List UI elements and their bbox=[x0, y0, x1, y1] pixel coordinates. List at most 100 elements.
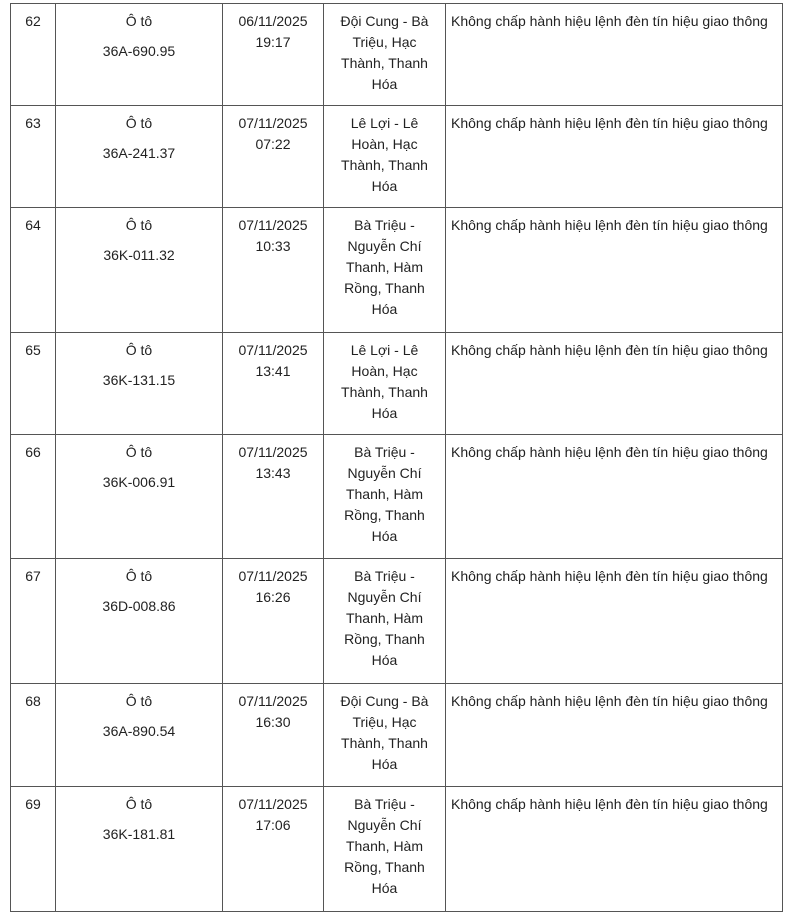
cell-vehicle: Ô tô 36D-008.86 bbox=[55, 558, 223, 684]
cell-number: 66 bbox=[10, 434, 56, 559]
cell-location: Lê Lợi - Lê Hoàn, Hạc Thành, Thanh Hóa bbox=[323, 332, 446, 435]
license-plate: 36A-241.37 bbox=[102, 145, 176, 161]
cell-time: 07/11/2025 07:22 bbox=[222, 105, 324, 208]
date: 07/11/2025 bbox=[238, 444, 308, 460]
table-row: 68 Ô tô 36A-890.54 07/11/2025 16:30 Đội Cung … bbox=[10, 683, 783, 787]
table-body: 62 Ô tô 36A-690.95 06/11/2025 19:17 Đội Cung … bbox=[10, 3, 783, 912]
table-row: 65 Ô tô 36K-131.15 07/11/2025 13:41 Lê Lợi - … bbox=[10, 332, 783, 435]
violation: Không chấp hành hiệu lệnh đèn tín hiệu g… bbox=[451, 13, 768, 29]
cell-number: 69 bbox=[10, 786, 56, 912]
cell-location: Bà Triệu - Nguyễn Chí Thanh, Hàm Rồng, T… bbox=[323, 434, 446, 559]
table-row: 63 Ô tô 36A-241.37 07/11/2025 07:22 Lê Lợi - … bbox=[10, 105, 783, 208]
cell-vehicle: Ô tô 36A-890.54 bbox=[55, 683, 223, 787]
cell-violation: Không chấp hành hiệu lệnh đèn tín hiệu g… bbox=[445, 332, 783, 435]
row-number: 65 bbox=[25, 342, 41, 358]
violations-table: 62 Ô tô 36A-690.95 06/11/2025 19:17 Đội Cung … bbox=[10, 3, 783, 912]
location: Bà Triệu - Nguyễn Chí Thanh, Hàm Rồng, T… bbox=[344, 796, 425, 896]
vehicle-type: Ô tô bbox=[125, 796, 153, 812]
vehicle-type: Ô tô bbox=[125, 444, 153, 460]
cell-location: Đội Cung - Bà Triệu, Hạc Thành, Thanh Hó… bbox=[323, 3, 446, 106]
license-plate: 36A-890.54 bbox=[102, 723, 176, 739]
cell-time: 07/11/2025 16:26 bbox=[222, 558, 324, 684]
date: 06/11/2025 bbox=[238, 13, 308, 29]
license-plate: 36K-131.15 bbox=[102, 372, 176, 388]
cell-violation: Không chấp hành hiệu lệnh đèn tín hiệu g… bbox=[445, 207, 783, 333]
cell-number: 64 bbox=[10, 207, 56, 333]
location: Đội Cung - Bà Triệu, Hạc Thành, Thanh Hó… bbox=[340, 693, 429, 772]
row-number: 66 bbox=[25, 444, 41, 460]
vehicle-type: Ô tô bbox=[125, 115, 153, 131]
row-number: 62 bbox=[25, 13, 41, 29]
cell-vehicle: Ô tô 36K-131.15 bbox=[55, 332, 223, 435]
cell-time: 07/11/2025 13:41 bbox=[222, 332, 324, 435]
time: 19:17 bbox=[255, 34, 291, 50]
location: Lê Lợi - Lê Hoàn, Hạc Thành, Thanh Hóa bbox=[341, 342, 428, 421]
cell-location: Lê Lợi - Lê Hoàn, Hạc Thành, Thanh Hóa bbox=[323, 105, 446, 208]
time: 07:22 bbox=[255, 136, 291, 152]
cell-time: 07/11/2025 10:33 bbox=[222, 207, 324, 333]
location: Đội Cung - Bà Triệu, Hạc Thành, Thanh Hó… bbox=[340, 13, 429, 92]
cell-location: Đội Cung - Bà Triệu, Hạc Thành, Thanh Hó… bbox=[323, 683, 446, 787]
violation: Không chấp hành hiệu lệnh đèn tín hiệu g… bbox=[451, 444, 768, 460]
cell-time: 07/11/2025 13:43 bbox=[222, 434, 324, 559]
cell-violation: Không chấp hành hiệu lệnh đèn tín hiệu g… bbox=[445, 558, 783, 684]
cell-location: Bà Triệu - Nguyễn Chí Thanh, Hàm Rồng, T… bbox=[323, 558, 446, 684]
violation: Không chấp hành hiệu lệnh đèn tín hiệu g… bbox=[451, 796, 768, 812]
vehicle-type: Ô tô bbox=[125, 693, 153, 709]
cell-time: 06/11/2025 19:17 bbox=[222, 3, 324, 106]
cell-vehicle: Ô tô 36A-690.95 bbox=[55, 3, 223, 106]
time: 13:41 bbox=[255, 363, 291, 379]
row-number: 68 bbox=[25, 693, 41, 709]
row-number: 63 bbox=[25, 115, 41, 131]
date: 07/11/2025 bbox=[238, 342, 308, 358]
date: 07/11/2025 bbox=[238, 115, 308, 131]
violation: Không chấp hành hiệu lệnh đèn tín hiệu g… bbox=[451, 568, 768, 584]
cell-number: 65 bbox=[10, 332, 56, 435]
vehicle-type: Ô tô bbox=[125, 568, 153, 584]
cell-violation: Không chấp hành hiệu lệnh đèn tín hiệu g… bbox=[445, 105, 783, 208]
violation: Không chấp hành hiệu lệnh đèn tín hiệu g… bbox=[451, 342, 768, 358]
table-row: 66 Ô tô 36K-006.91 07/11/2025 13:43 Bà Triệu … bbox=[10, 434, 783, 559]
cell-time: 07/11/2025 16:30 bbox=[222, 683, 324, 787]
time: 16:30 bbox=[255, 714, 291, 730]
cell-location: Bà Triệu - Nguyễn Chí Thanh, Hàm Rồng, T… bbox=[323, 207, 446, 333]
time: 13:43 bbox=[255, 465, 291, 481]
cell-vehicle: Ô tô 36K-011.32 bbox=[55, 207, 223, 333]
date: 07/11/2025 bbox=[238, 568, 308, 584]
time: 16:26 bbox=[255, 589, 291, 605]
violation: Không chấp hành hiệu lệnh đèn tín hiệu g… bbox=[451, 115, 768, 131]
row-number: 64 bbox=[25, 217, 41, 233]
license-plate: 36K-181.81 bbox=[102, 826, 176, 842]
cell-location: Bà Triệu - Nguyễn Chí Thanh, Hàm Rồng, T… bbox=[323, 786, 446, 912]
location: Bà Triệu - Nguyễn Chí Thanh, Hàm Rồng, T… bbox=[344, 568, 425, 668]
cell-number: 62 bbox=[10, 3, 56, 106]
date: 07/11/2025 bbox=[238, 693, 308, 709]
cell-number: 63 bbox=[10, 105, 56, 208]
license-plate: 36D-008.86 bbox=[102, 598, 176, 614]
license-plate: 36A-690.95 bbox=[102, 43, 176, 59]
date: 07/11/2025 bbox=[238, 217, 308, 233]
cell-violation: Không chấp hành hiệu lệnh đèn tín hiệu g… bbox=[445, 3, 783, 106]
row-number: 67 bbox=[25, 568, 41, 584]
table-row: 69 Ô tô 36K-181.81 07/11/2025 17:06 Bà Triệu … bbox=[10, 786, 783, 912]
cell-vehicle: Ô tô 36K-181.81 bbox=[55, 786, 223, 912]
cell-violation: Không chấp hành hiệu lệnh đèn tín hiệu g… bbox=[445, 683, 783, 787]
date: 07/11/2025 bbox=[238, 796, 308, 812]
license-plate: 36K-011.32 bbox=[103, 247, 175, 263]
license-plate: 36K-006.91 bbox=[102, 474, 176, 490]
cell-time: 07/11/2025 17:06 bbox=[222, 786, 324, 912]
vehicle-type: Ô tô bbox=[125, 217, 153, 233]
location: Lê Lợi - Lê Hoàn, Hạc Thành, Thanh Hóa bbox=[341, 115, 428, 194]
table-row: 64 Ô tô 36K-011.32 07/11/2025 10:33 Bà Triệu … bbox=[10, 207, 783, 333]
cell-vehicle: Ô tô 36K-006.91 bbox=[55, 434, 223, 559]
cell-vehicle: Ô tô 36A-241.37 bbox=[55, 105, 223, 208]
cell-number: 67 bbox=[10, 558, 56, 684]
vehicle-type: Ô tô bbox=[125, 342, 153, 358]
table-row: 62 Ô tô 36A-690.95 06/11/2025 19:17 Đội Cung … bbox=[10, 3, 783, 106]
time: 17:06 bbox=[255, 817, 291, 833]
time: 10:33 bbox=[255, 238, 291, 254]
cell-number: 68 bbox=[10, 683, 56, 787]
location: Bà Triệu - Nguyễn Chí Thanh, Hàm Rồng, T… bbox=[344, 444, 425, 544]
cell-violation: Không chấp hành hiệu lệnh đèn tín hiệu g… bbox=[445, 786, 783, 912]
